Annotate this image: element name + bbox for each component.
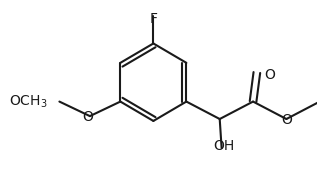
Text: O: O xyxy=(281,113,292,127)
Text: OCH$_3$: OCH$_3$ xyxy=(9,93,48,110)
Text: O: O xyxy=(83,110,93,124)
Text: O: O xyxy=(265,68,276,82)
Text: F: F xyxy=(149,12,157,27)
Text: OH: OH xyxy=(213,139,234,153)
